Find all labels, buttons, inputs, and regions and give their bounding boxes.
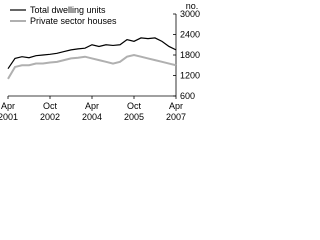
legend-label: Private sector houses xyxy=(30,16,117,26)
x-tick-label: Oct 2002 xyxy=(40,101,60,122)
y-tick-label: 600 xyxy=(180,91,195,101)
chart: no. 600 1200 1800 2400 3000 Apr 2001 Oct 2002 Apr… xyxy=(0,1,200,122)
x-tick-label: Apr 2001 xyxy=(0,101,18,122)
y-tick-label: 2400 xyxy=(180,30,200,40)
series-line xyxy=(7,37,177,70)
y-tick-label: 3000 xyxy=(180,9,200,19)
y-tick-label: 1200 xyxy=(180,71,200,81)
series-line xyxy=(7,53,177,80)
legend-label: Total dwelling units xyxy=(30,5,106,15)
y-tick-label: 1800 xyxy=(180,50,200,60)
x-tick-label: Oct 2005 xyxy=(124,101,144,122)
x-tick-label: Apr 2004 xyxy=(82,101,102,122)
y-axis-label: no. xyxy=(186,1,199,11)
x-tick-label: Apr 2007 xyxy=(166,101,186,122)
